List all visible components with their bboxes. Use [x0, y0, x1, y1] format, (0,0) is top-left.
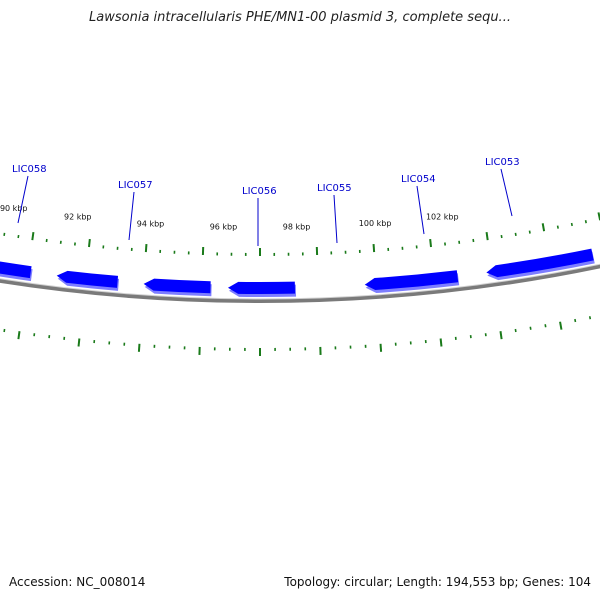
- gene-connector: [17, 175, 29, 224]
- inner-tick: [372, 243, 376, 253]
- outer-tick: [17, 331, 21, 340]
- scale-label: 102 kbp: [426, 213, 459, 222]
- gene-label[interactable]: LIC053: [485, 157, 520, 168]
- gene-label[interactable]: LIC057: [118, 180, 153, 191]
- gene-arrow[interactable]: [486, 248, 594, 278]
- outer-tick: [439, 338, 443, 347]
- inner-tick: [31, 232, 35, 241]
- scale-label: 94 kbp: [137, 219, 165, 228]
- outer-tick: [137, 343, 141, 352]
- gene-arrow[interactable]: [227, 281, 296, 294]
- gene-connector: [333, 194, 338, 244]
- inner-tick: [556, 225, 559, 229]
- scale-label: 98 kbp: [283, 223, 311, 232]
- inner-tick: [570, 222, 573, 227]
- gene-connector: [500, 168, 513, 217]
- backbone-highlight: [0, 263, 600, 300]
- outer-tick: [574, 318, 577, 323]
- gene-arrow[interactable]: [143, 278, 211, 294]
- inner-tick: [87, 238, 91, 248]
- outer-tick: [559, 321, 563, 330]
- gene-arrow[interactable]: [0, 258, 32, 279]
- gene-arrow[interactable]: [56, 270, 119, 288]
- scale-label: 100 kbp: [359, 219, 392, 228]
- inner-tick: [485, 232, 489, 241]
- map-title: Lawsonia intracellularis PHE/MN1-00 plas…: [89, 10, 511, 25]
- gene-connector: [416, 185, 425, 235]
- scale-label: 96 kbp: [210, 223, 238, 232]
- inner-tick: [144, 243, 148, 253]
- scale-label: 92 kbp: [64, 213, 92, 222]
- gene-label[interactable]: LIC056: [242, 186, 277, 197]
- outer-tick: [77, 338, 81, 347]
- sequence-summary: Topology: circular; Length: 194,553 bp; …: [284, 575, 591, 589]
- gene-connector: [128, 191, 135, 241]
- gene-label[interactable]: LIC058: [12, 164, 47, 175]
- inner-tick: [541, 223, 546, 232]
- inner-tick: [429, 238, 433, 248]
- gene-label[interactable]: LIC055: [317, 183, 352, 194]
- outer-tick: [499, 331, 503, 340]
- inner-tick: [584, 220, 587, 224]
- scale-label: 90 kbp: [0, 204, 27, 213]
- outer-tick: [379, 343, 383, 352]
- backbone-ring: [0, 264, 600, 303]
- gene-label[interactable]: LIC054: [401, 174, 436, 185]
- accession-label: Accession: NC_008014: [9, 575, 146, 589]
- gene-arrow[interactable]: [364, 270, 459, 291]
- outer-tick: [588, 316, 592, 320]
